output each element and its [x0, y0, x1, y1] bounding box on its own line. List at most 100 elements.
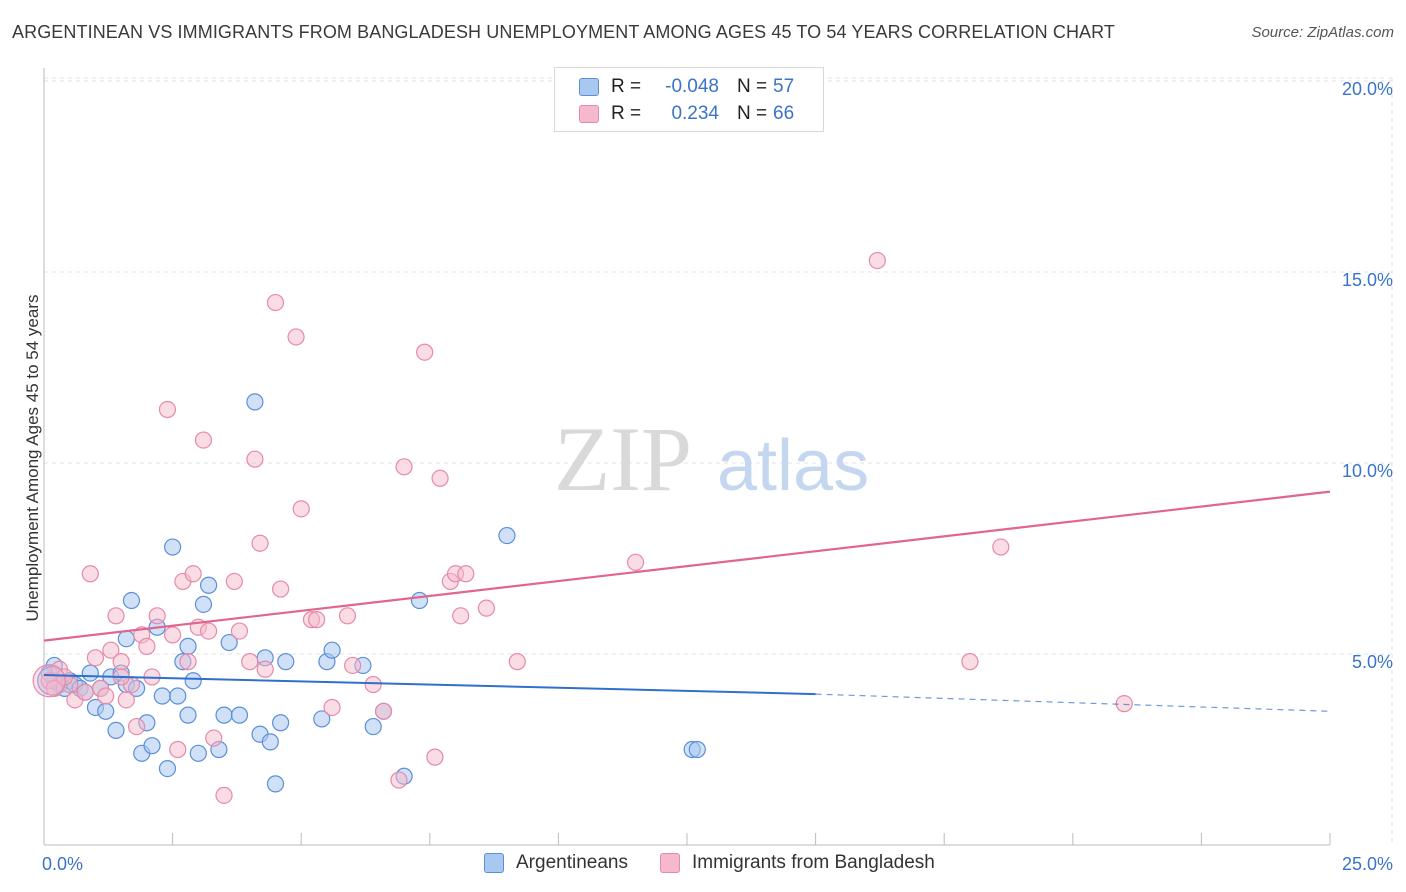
- x-tick-labels: 0.0% 25.0%: [42, 854, 1393, 874]
- legend-n-value: 66: [773, 103, 795, 124]
- legend-n-label: N =: [737, 76, 768, 97]
- y-tick-label: 20.0%: [1342, 79, 1393, 99]
- data-point-bangladesh: [308, 611, 326, 629]
- data-point-argentineans: [272, 714, 290, 732]
- data-point-bangladesh: [961, 653, 979, 671]
- x-tick-label: 0.0%: [42, 854, 83, 874]
- data-point-bangladesh: [169, 740, 187, 759]
- data-point-argentineans: [189, 744, 207, 762]
- data-point-bangladesh: [230, 622, 249, 640]
- watermark-zip: ZIP: [554, 408, 692, 510]
- data-point-argentineans: [277, 653, 295, 671]
- data-point-argentineans: [498, 526, 516, 545]
- data-point-bangladesh: [225, 572, 243, 591]
- data-point-argentineans: [410, 591, 429, 610]
- data-point-bangladesh: [164, 626, 182, 644]
- data-point-bangladesh: [205, 729, 223, 747]
- data-point-argentineans: [164, 538, 182, 556]
- data-point-argentineans: [266, 775, 285, 793]
- data-point-bangladesh: [868, 251, 886, 270]
- data-point-bangladesh: [179, 653, 197, 671]
- data-point-bangladesh: [127, 717, 146, 736]
- legend-label-argentineans: Argentineans: [516, 852, 628, 873]
- data-point-argentineans: [194, 595, 213, 613]
- y-axis-label: Unemployment Among Ages 45 to 54 years: [23, 295, 42, 622]
- data-point-bangladesh: [102, 641, 120, 659]
- data-point-bangladesh: [251, 534, 269, 552]
- data-point-bangladesh: [138, 637, 156, 655]
- data-point-bangladesh: [200, 622, 218, 640]
- legend-r-value: -0.048: [665, 76, 719, 97]
- data-point-bangladesh: [287, 328, 305, 346]
- series-legend: Argentineans Immigrants from Bangladesh: [484, 852, 967, 874]
- data-point-argentineans: [215, 706, 233, 724]
- legend-swatch-blue: [579, 78, 599, 96]
- data-point-bangladesh: [76, 683, 94, 701]
- data-point-argentineans: [323, 641, 341, 659]
- data-point-bangladesh: [158, 400, 177, 419]
- data-point-argentineans: [122, 591, 141, 610]
- y-tick-labels: 5.0% 10.0% 15.0% 20.0%: [1342, 79, 1393, 672]
- data-point-argentineans: [179, 637, 197, 655]
- data-point-bangladesh: [431, 469, 449, 487]
- trend-line-argentineans: [43, 674, 816, 696]
- data-point-bangladesh: [1115, 695, 1133, 713]
- trend-line-bangladesh: [43, 490, 1331, 642]
- chart-title: ARGENTINEAN VS IMMIGRANTS FROM BANGLADES…: [12, 22, 1116, 42]
- legend-n-value: 57: [773, 76, 795, 97]
- data-point-bangladesh: [215, 786, 233, 804]
- data-point-argentineans: [230, 706, 249, 724]
- data-point-argentineans: [81, 664, 99, 682]
- data-point-bangladesh: [395, 458, 413, 476]
- data-point-argentineans: [143, 737, 161, 755]
- legend-r-label: R =: [611, 76, 642, 97]
- data-point-bangladesh: [364, 675, 382, 694]
- data-point-bangladesh: [107, 607, 125, 625]
- source-label: Source: ZipAtlas.com: [1251, 24, 1394, 41]
- watermark: ZIP atlas: [554, 408, 869, 510]
- data-point-bangladesh: [992, 538, 1010, 556]
- data-point-bangladesh: [374, 702, 393, 720]
- legend-swatch-blue: [484, 853, 504, 873]
- watermark-atlas: atlas: [717, 426, 869, 506]
- data-point-argentineans: [158, 759, 177, 778]
- legend-r-label: R =: [611, 103, 642, 124]
- data-point-argentineans: [179, 706, 197, 724]
- legend-row-argentineans: R = -0.048 N = 57: [579, 75, 794, 99]
- data-point-bangladesh: [32, 664, 66, 698]
- y-tick-label: 5.0%: [1352, 652, 1393, 672]
- data-point-bangladesh: [416, 343, 434, 361]
- trend-lines: [43, 490, 1331, 712]
- data-point-argentineans: [364, 717, 382, 736]
- data-point-argentineans: [97, 702, 115, 720]
- legend-label-bangladesh: Immigrants from Bangladesh: [691, 852, 935, 873]
- legend-swatch-pink: [659, 853, 680, 873]
- y-tick-label: 15.0%: [1342, 270, 1393, 290]
- data-point-bangladesh: [241, 653, 259, 671]
- data-point-bangladesh: [112, 653, 130, 671]
- data-point-argentineans: [107, 721, 125, 740]
- y-tick-label: 10.0%: [1342, 461, 1393, 481]
- data-point-bangladesh: [266, 293, 285, 312]
- data-point-argentineans: [313, 710, 331, 728]
- data-point-bangladesh: [256, 660, 274, 678]
- legend-item-argentineans: Argentineans: [484, 852, 628, 874]
- data-point-bangladesh: [626, 553, 645, 571]
- axes: [43, 68, 1331, 846]
- data-point-argentineans: [169, 687, 187, 705]
- data-point-bangladesh: [323, 698, 341, 717]
- data-point-bangladesh: [344, 656, 362, 675]
- data-point-bangladesh: [272, 580, 290, 598]
- series-bangladesh: [32, 251, 1133, 804]
- trend-line-argentineans-extrapolated: [815, 693, 1331, 712]
- legend-item-bangladesh: Immigrants from Bangladesh: [659, 852, 935, 874]
- data-point-bangladesh: [81, 565, 99, 583]
- data-point-argentineans: [117, 630, 135, 648]
- data-point-bangladesh: [452, 607, 470, 625]
- legend-n-label: N =: [737, 103, 768, 124]
- data-point-bangladesh: [477, 599, 495, 617]
- data-point-bangladesh: [117, 691, 135, 709]
- legend-swatch-pink: [579, 105, 599, 123]
- data-point-argentineans: [246, 393, 264, 411]
